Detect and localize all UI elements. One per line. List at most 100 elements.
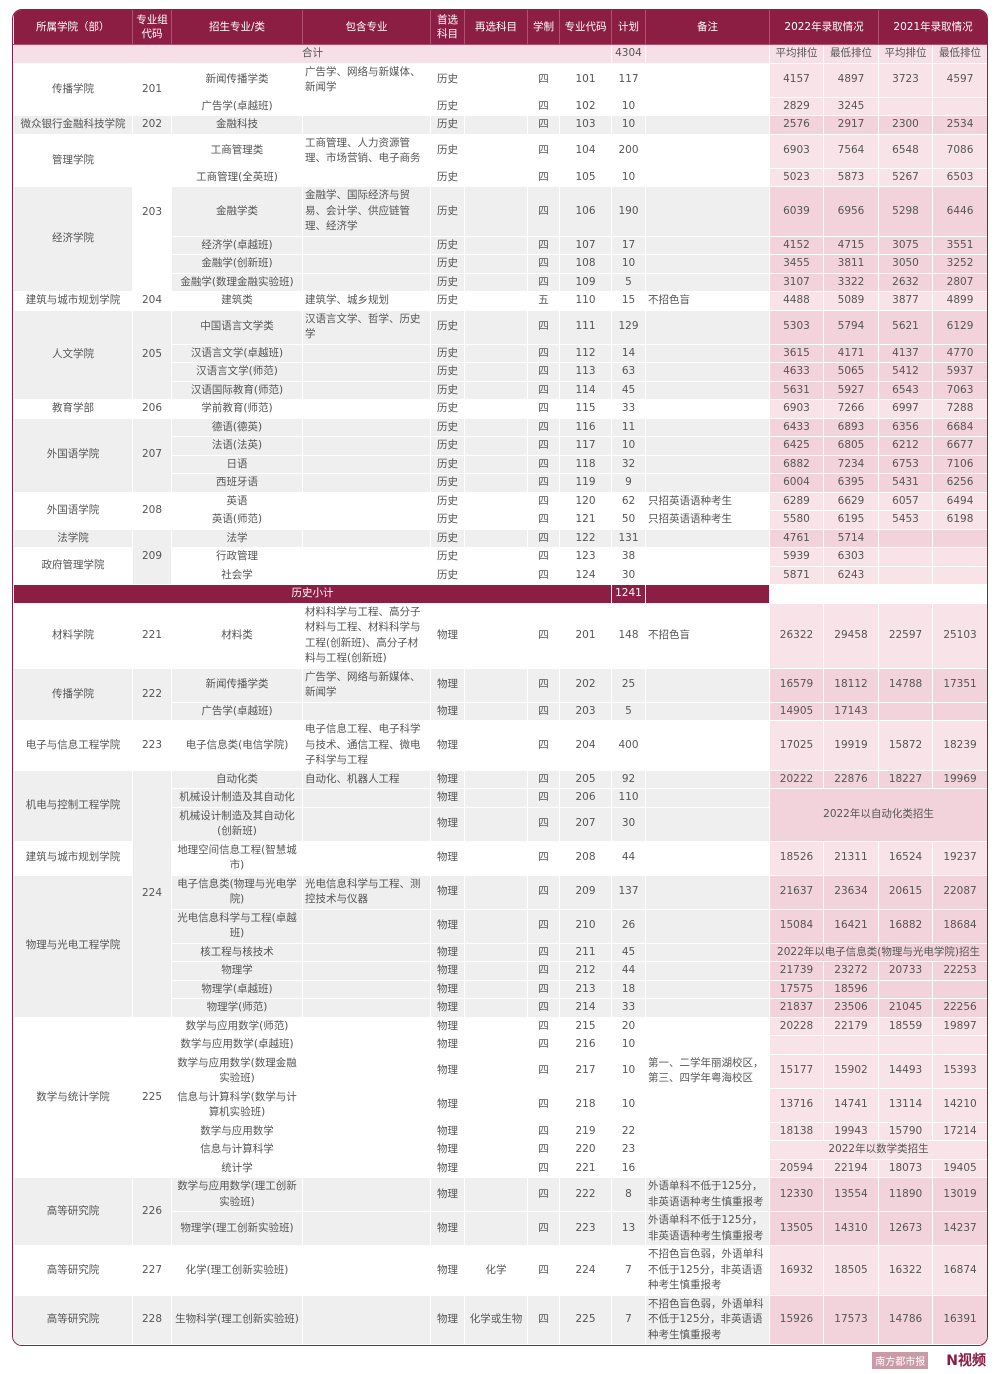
plan-cell: 10	[611, 115, 646, 135]
group-cell: 223	[132, 720, 172, 771]
table-row: 信息与计算科学(数学与计算机实验班) 物理 四 218 10 13716 14741 1311…	[14, 1087, 987, 1123]
group-cell: 208	[132, 491, 172, 530]
college-cell: 材料学院	[13, 602, 133, 669]
total-plan: 4304	[611, 44, 646, 64]
min-rank-2021-cell: 16874	[932, 1245, 987, 1296]
plan-cell: 30	[611, 565, 646, 585]
first-subject-cell: 物理	[430, 840, 465, 876]
major-cell: 汉语国际教育(师范)	[171, 380, 303, 400]
table-row: 建筑与城市规划学院 地理空间信息工程(智慧城市) 物理 四 208 44 18526 2131…	[13, 840, 987, 876]
plan-cell: 17	[611, 235, 646, 255]
table-row: 金融学(数理金融实验班) 历史 四 109 5 3107 3322 2632 2807	[14, 272, 987, 292]
group-cell: 204	[132, 291, 172, 311]
includes-cell	[302, 491, 431, 511]
first-subject-cell: 物理	[430, 1294, 465, 1345]
years-cell: 四	[527, 115, 560, 135]
avg-rank-2022-cell: 21739	[769, 961, 824, 981]
note-cell: 不招色盲	[645, 602, 770, 669]
first-subject-cell: 物理	[430, 701, 465, 721]
table-row: 传播学院 222 新闻传播学类 广告学、网络与新媒体、新闻学 物理四 202 25 16579…	[13, 667, 987, 721]
plan-cell: 137	[611, 874, 646, 910]
min-rank-2022-cell: 18596	[822, 979, 880, 999]
table-row: 数学与应用数学(卓越班) 物理 四 216 10	[14, 1035, 987, 1055]
note-cell	[645, 528, 770, 548]
table-row: 物理与光电工程学院 电子信息类(物理与光电学院) 光电信息科学与工程、测控技术与仪器…	[13, 874, 987, 1018]
avg-rank-2022-cell: 4152	[769, 235, 824, 255]
table-row: 经济学(卓越班) 历史 四 107 17 4152 4715 3075 3551	[14, 235, 987, 255]
avg-rank-2021-cell: 13114	[878, 1087, 934, 1123]
subtotal-plan: 1241	[611, 584, 646, 604]
first-subject-cell: 物理	[430, 1158, 465, 1178]
major-code-cell: 223	[559, 1211, 612, 1246]
min-rank-2021-cell: 6494	[932, 491, 987, 511]
avg-rank-2021-cell: 6212	[878, 436, 934, 456]
min-rank-2022-cell: 17573	[822, 1294, 880, 1345]
major-cell: 西班牙语	[171, 473, 303, 493]
min-rank-2021-cell: 6503	[932, 167, 987, 187]
avg-rank-2021-cell: 18227	[878, 769, 934, 789]
first-subject-cell: 物理	[430, 961, 465, 981]
years-cell: 四	[527, 1211, 560, 1246]
min-rank-2022-cell: 23506	[822, 998, 880, 1018]
table-row: 机械设计制造及其自动化(创新班) 物理 四 207 30	[14, 806, 988, 842]
second-subject-cell	[464, 1211, 528, 1246]
note-cell	[645, 62, 770, 98]
plan-cell: 23	[611, 1140, 646, 1160]
second-subject-cell	[464, 1177, 528, 1212]
includes-cell	[302, 1087, 431, 1123]
avg-rank-2022-cell: 18138	[769, 1121, 824, 1141]
first-subject-cell: 物理	[430, 1016, 465, 1036]
table-row: 统计学 物理 四 221 16 20594 22194 18073 19405	[14, 1158, 987, 1178]
plan-cell: 32	[611, 454, 646, 474]
note-cell	[645, 788, 770, 808]
sub-header-min-2022: 最低排位	[822, 44, 880, 64]
major-code-cell: 101	[559, 62, 612, 98]
avg-rank-2021-cell: 18073	[878, 1158, 934, 1178]
second-subject-cell	[464, 133, 528, 169]
college-cell: 政府管理学院	[13, 547, 133, 585]
avg-rank-2021-cell	[878, 528, 934, 548]
min-rank-2022-cell: 7266	[822, 399, 880, 419]
plan-cell: 16	[611, 1158, 646, 1178]
years-cell: 四	[527, 1140, 560, 1160]
header-code: 专业代码	[559, 10, 612, 45]
major-cell: 金融学(数理金融实验班)	[171, 272, 303, 292]
note-cell	[645, 840, 770, 876]
avg-rank-2022-cell: 20222	[769, 769, 824, 789]
years-cell: 四	[527, 961, 560, 981]
first-subject-cell: 物理	[430, 602, 465, 669]
major-code-cell: 120	[559, 491, 612, 511]
first-subject-cell: 历史	[430, 510, 465, 530]
avg-rank-2021-cell: 5298	[878, 186, 934, 237]
table-row: 教育学部 206 学前教育(师范) 历史 四 115 33 6903 7266 6997 7288	[13, 399, 987, 419]
table-row: 信息与计算科学 物理 四 220 23 2022年以数学类招生	[14, 1140, 987, 1160]
min-rank-2021-cell: 19237	[932, 840, 987, 876]
years-cell: 四	[527, 1035, 560, 1055]
first-subject-cell: 物理	[430, 1211, 465, 1246]
includes-cell	[302, 254, 431, 274]
college-cell: 微众银行金融科技学院	[13, 115, 133, 135]
years-cell: 四	[527, 1158, 560, 1178]
years-cell: 四	[527, 186, 560, 237]
table-row: 物理学 物理 四 212 44 21739 23272 20733 22253	[14, 961, 987, 981]
years-cell: 四	[527, 1177, 560, 1212]
years-cell: 四	[527, 840, 560, 876]
major-code-cell: 210	[559, 908, 612, 944]
second-subject-cell	[464, 1016, 528, 1036]
second-subject-cell	[464, 62, 528, 98]
min-rank-2021-cell: 5937	[932, 362, 987, 382]
note-cell: 只招英语语种考生	[645, 491, 770, 511]
table-row: 经济学院 金融学类 金融学、国际经济与贸易、会计学、供应链管理、经济学 历史四 106 1…	[13, 186, 987, 292]
includes-cell: 工商管理、人力资源管理、市场营销、电子商务	[302, 133, 431, 169]
second-subject-cell	[464, 1140, 528, 1160]
second-subject-cell	[464, 1121, 528, 1141]
note-cell	[645, 667, 770, 703]
avg-rank-2021-cell	[878, 547, 934, 567]
note-cell	[645, 701, 770, 721]
plan-cell: 26	[611, 908, 646, 944]
years-cell: 四	[527, 362, 560, 382]
table-row: 高等研究院 227 化学(理工创新实验班) 物理 化学四 224 7 不招色盲色弱，外语单科不…	[13, 1245, 987, 1296]
major-code-cell: 218	[559, 1087, 612, 1123]
includes-cell: 电子信息工程、电子科学与技术、通信工程、微电子科学与工程	[302, 720, 431, 771]
major-cell: 数学与应用数学(理工创新实验班)	[171, 1177, 303, 1212]
